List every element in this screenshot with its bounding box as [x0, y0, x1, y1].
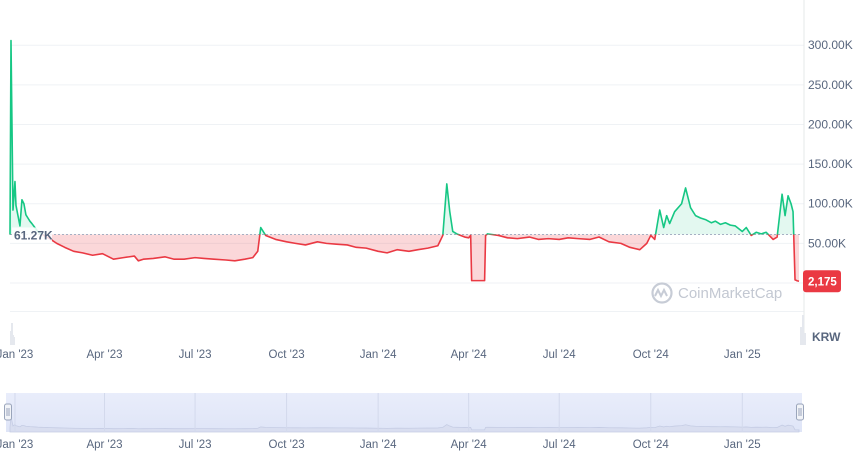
x-tick-label: Jul '23 [179, 349, 212, 361]
coinmarketcap-logo-wave [654, 287, 668, 299]
watermark-text: CoinMarketCap [678, 285, 782, 302]
coinmarketcap-logo-icon [651, 282, 673, 304]
volume-bar [804, 333, 806, 345]
navigator-x-tick-label: Jan '24 [360, 439, 397, 451]
y-axis: 50.00K 100.00K 150.00K 200.00K 250.00K 300.00… [808, 38, 853, 250]
baseline-label-bg [12, 227, 52, 242]
y-tick-label: 250.00K [808, 78, 853, 92]
navigator-x-tick-label: Oct '23 [269, 439, 305, 451]
x-tick-label: Jan '23 [0, 349, 33, 361]
coinmarketcap-watermark: CoinMarketCap [651, 282, 782, 304]
navigator-handle-grip[interactable] [4, 403, 12, 421]
navigator-area [9, 416, 800, 433]
x-tick-label: Jul '24 [543, 349, 576, 361]
x-tick-label: Oct '24 [633, 349, 670, 361]
navigator-right-handle[interactable] [796, 403, 804, 421]
y-tick-label: 150.00K [808, 157, 853, 171]
navigator-x-axis: Jan '23 Apr '23 Jul '23 Oct '23 Jan '24 Apr '… [0, 439, 761, 451]
x-tick-label: Apr '23 [86, 349, 122, 361]
volume-bar [11, 323, 13, 345]
navigator-x-tick-label: Jul '24 [543, 439, 576, 451]
y-tick-label: 200.00K [808, 117, 853, 131]
fill-below-baseline [10, 234, 800, 282]
y-tick-label: 50.00K [808, 236, 846, 250]
range-navigator[interactable] [4, 393, 804, 433]
y-tick-label: 300.00K [808, 38, 853, 52]
baseline-label: 61.27K [14, 228, 53, 242]
price-line-below [9, 234, 800, 283]
navigator-x-tick-label: Apr '23 [86, 439, 122, 451]
navigator-grid [14, 393, 743, 432]
y-tick-label: 100.00K [808, 197, 853, 211]
x-axis: Jan '23 Apr '23 Jul '23 Oct '23 Jan '24 Apr '… [0, 349, 761, 361]
navigator-left-handle[interactable] [4, 403, 12, 421]
grid [10, 44, 804, 313]
x-tick-label: Jan '24 [360, 349, 397, 361]
current-value-badge [803, 270, 841, 293]
navigator-x-tick-label: Jan '23 [0, 439, 33, 451]
navigator-selection[interactable] [6, 393, 802, 432]
x-tick-label: Oct '23 [269, 349, 305, 361]
volume-bars [10, 315, 806, 345]
navigator-handle-grip[interactable] [796, 403, 804, 421]
volume-bar [800, 327, 802, 345]
volume-bar [13, 337, 15, 345]
navigator-x-tick-label: Jul '23 [179, 439, 212, 451]
navigator-x-tick-label: Oct '24 [633, 439, 670, 451]
x-tick-label: Jan '25 [724, 349, 761, 361]
navigator-x-tick-label: Apr '24 [451, 439, 488, 451]
x-tick-label: Apr '24 [451, 349, 488, 361]
volume-bar [802, 315, 804, 345]
currency-label: KRW [812, 330, 841, 344]
current-value-label: 2,175 [808, 276, 837, 288]
navigator-x-tick-label: Jan '25 [724, 439, 761, 451]
price-line-above [9, 39, 795, 235]
